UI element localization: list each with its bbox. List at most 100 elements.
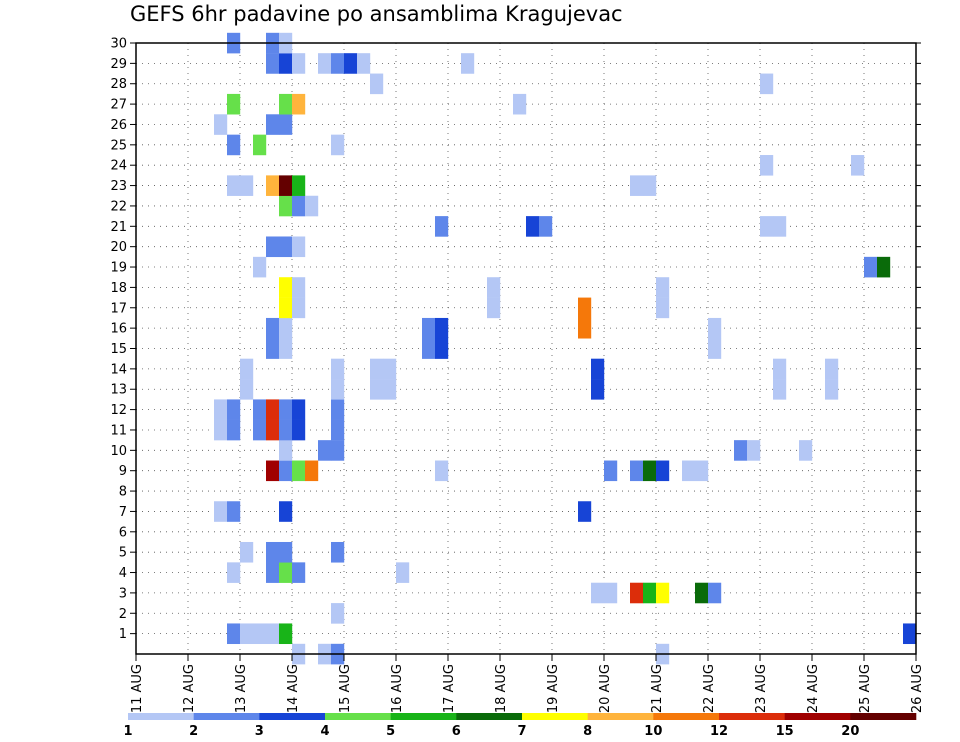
x-tick-label: 11 AUG — [130, 664, 145, 713]
y-tick-label: 8 — [119, 485, 127, 500]
heatmap-cell — [279, 53, 293, 74]
heatmap-cell — [643, 582, 657, 604]
colorbar-label: 5 — [386, 724, 395, 739]
heatmap-cell — [266, 53, 280, 74]
heatmap-cell — [708, 317, 722, 339]
heatmap-cell — [279, 338, 293, 359]
heatmap-cell — [903, 623, 917, 645]
heatmap-cell — [331, 379, 345, 400]
x-tick-label: 26 AUG — [910, 664, 925, 713]
heatmap-cell — [292, 175, 306, 196]
colorbar-label: 7 — [517, 724, 526, 739]
heatmap-cell — [292, 53, 306, 74]
heatmap-cell — [682, 460, 696, 482]
colorbar-label: 3 — [255, 724, 264, 739]
heatmap-cell — [734, 440, 748, 461]
heatmap-cell — [370, 73, 384, 95]
y-tick-label: 16 — [110, 322, 127, 337]
heatmap-cell — [253, 623, 267, 645]
y-tick-label: 14 — [110, 362, 127, 377]
heatmap-cell — [279, 195, 293, 217]
heatmap-cell — [227, 93, 241, 115]
heatmap-cell — [227, 501, 241, 522]
x-tick-label: 16 AUG — [390, 664, 405, 713]
colorbar-swatch — [128, 713, 194, 720]
y-tick-label: 22 — [110, 199, 127, 214]
colorbar-label: 12 — [710, 724, 728, 739]
colorbar-swatch — [259, 713, 326, 720]
colorbar-label: 20 — [841, 724, 859, 739]
heatmap-cell — [292, 562, 306, 583]
heatmap-cell — [773, 379, 787, 400]
heatmap-cell — [851, 155, 865, 176]
heatmap-cell — [630, 460, 644, 482]
colorbar-swatch — [587, 713, 654, 720]
heatmap-cell — [630, 175, 644, 196]
heatmap-cell — [708, 338, 722, 359]
heatmap-cell — [760, 155, 774, 176]
heatmap-cell — [266, 562, 280, 583]
heatmap-cell — [357, 53, 371, 74]
heatmap-cell — [266, 623, 280, 645]
heatmap-cell — [227, 175, 241, 196]
heatmap-cell — [305, 195, 319, 217]
heatmap-cell — [227, 419, 241, 441]
heatmap-cell — [604, 582, 618, 604]
heatmap-cell — [630, 582, 644, 604]
heatmap-cell — [279, 236, 293, 258]
x-tick-label: 23 AUG — [754, 664, 769, 713]
heatmap-cell — [825, 379, 839, 400]
x-tick-label: 17 AUG — [442, 664, 457, 713]
heatmap-cell — [279, 541, 293, 563]
colorbar-swatch — [325, 713, 391, 720]
heatmap-cell — [279, 114, 293, 135]
heatmap-cell — [708, 582, 722, 604]
colorbar-swatch — [784, 713, 851, 720]
heatmap-cell — [292, 297, 306, 319]
heatmap-cell — [279, 297, 293, 319]
heatmap-cell — [331, 541, 345, 563]
heatmap-cell — [279, 399, 293, 420]
heatmap-cell — [253, 399, 267, 420]
heatmap-cell — [318, 440, 332, 461]
y-axis: 1234567891011121314151617181920212223242… — [110, 37, 921, 642]
heatmap-cell — [279, 440, 293, 461]
heatmap-cell — [656, 277, 670, 298]
colorbar-label: 1 — [123, 724, 132, 739]
y-tick-label: 23 — [110, 179, 127, 194]
heatmap-cell — [292, 399, 306, 420]
x-tick-label: 19 AUG — [546, 664, 561, 713]
heatmap-cell — [292, 236, 306, 258]
heatmap-cell — [383, 379, 397, 400]
heatmap-cell — [773, 358, 787, 380]
heatmap-cell — [240, 379, 254, 400]
heatmap-cell — [435, 338, 449, 359]
heatmap-cell — [344, 53, 358, 74]
heatmap-cell — [227, 399, 241, 420]
heatmap-cell — [253, 134, 267, 156]
x-tick-label: 14 AUG — [286, 664, 301, 713]
heatmap-cell — [695, 460, 709, 482]
heatmap-cell — [526, 216, 540, 237]
heatmap-cell — [799, 440, 813, 461]
y-tick-label: 19 — [110, 261, 127, 276]
y-tick-label: 26 — [110, 118, 127, 133]
heatmap-cell — [487, 277, 501, 298]
heatmap-cell — [435, 317, 449, 339]
heatmap-cell — [292, 460, 306, 482]
heatmap-cell — [279, 93, 293, 115]
heatmap-cell — [279, 623, 293, 645]
heatmap-cell — [279, 501, 293, 522]
y-tick-label: 7 — [119, 505, 127, 520]
heatmap-cell — [604, 460, 618, 482]
heatmap-cell — [773, 216, 787, 237]
colorbar-label: 2 — [189, 724, 198, 739]
heatmap-cell — [760, 73, 774, 95]
heatmap-cell — [461, 53, 475, 74]
y-tick-label: 3 — [119, 586, 127, 601]
heatmap-cell — [331, 358, 345, 380]
heatmap-cell — [292, 195, 306, 217]
heatmap-cell — [513, 93, 527, 115]
x-tick-label: 24 AUG — [806, 664, 821, 713]
